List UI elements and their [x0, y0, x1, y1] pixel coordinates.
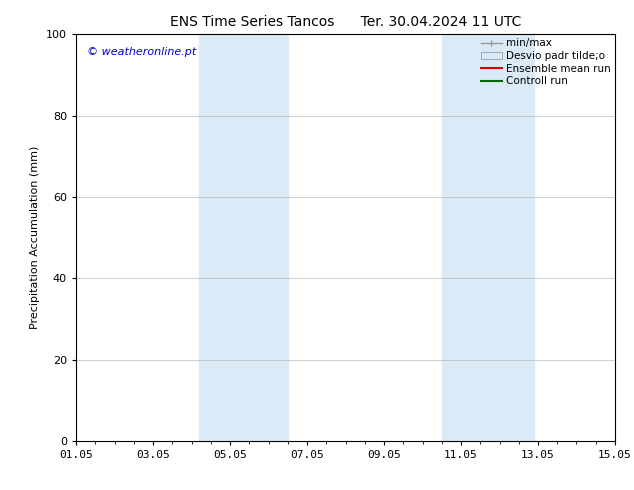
Bar — [442, 34, 472, 441]
Bar — [199, 34, 226, 441]
Text: © weatheronline.pt: © weatheronline.pt — [87, 47, 196, 56]
Bar — [226, 34, 288, 441]
Legend: min/max, Desvio padr tilde;o, Ensemble mean run, Controll run: min/max, Desvio padr tilde;o, Ensemble m… — [479, 36, 613, 88]
Y-axis label: Precipitation Accumulation (mm): Precipitation Accumulation (mm) — [30, 146, 41, 329]
Title: ENS Time Series Tancos      Ter. 30.04.2024 11 UTC: ENS Time Series Tancos Ter. 30.04.2024 1… — [170, 15, 521, 29]
Bar — [472, 34, 534, 441]
